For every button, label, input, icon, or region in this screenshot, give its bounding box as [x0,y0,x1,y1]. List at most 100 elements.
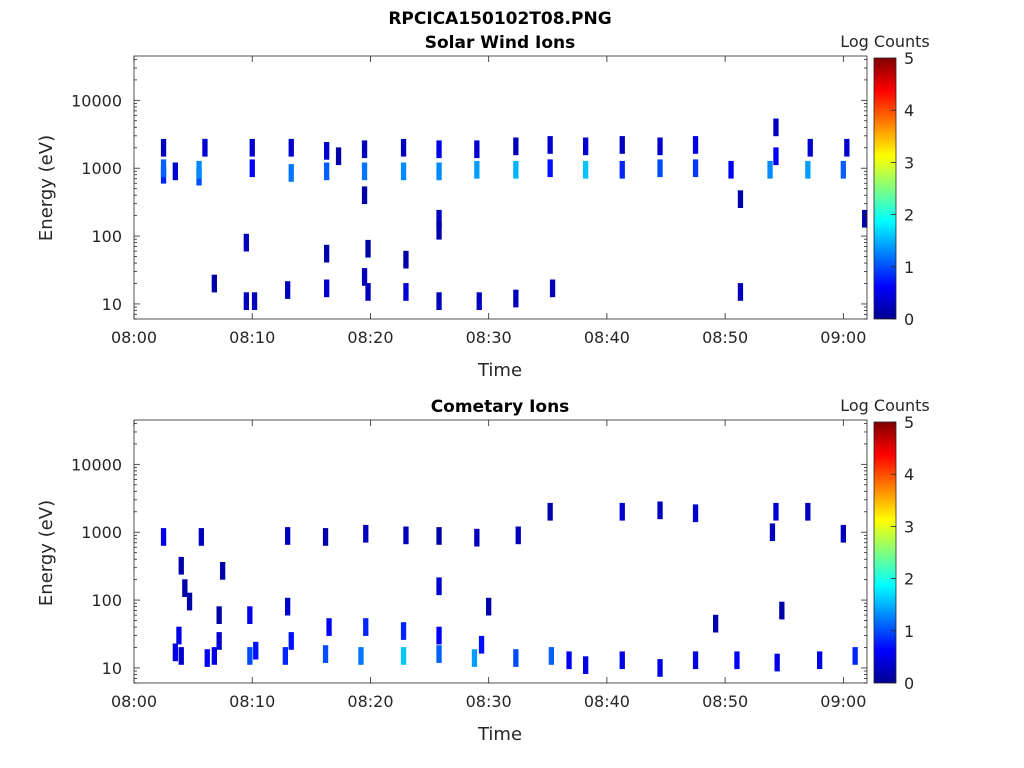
spectrogram-cell [773,147,779,166]
spectrogram-cell [547,502,553,521]
panel-title: Cometary Ions [431,397,570,417]
colorbar-tick-label: 1 [904,622,914,641]
spectrogram-cell [220,562,226,580]
axes-box [133,419,868,684]
plot-area [134,56,867,319]
spectrogram-cell [202,138,208,157]
spectrogram-cell [474,160,480,179]
x-tick-label: 08:20 [347,328,393,347]
panel-cometary-ions: Cometary Ions 08:00 08:10 08:20 08:30 08:40 0… [36,396,930,745]
spectrogram-cell [361,268,368,286]
colorbar-tick-label: 5 [904,49,914,68]
spectrogram-cell [779,601,785,620]
spectrogram-cell [692,504,699,523]
spectrogram-cell [728,160,734,179]
colorbar-tick-label: 4 [904,101,914,120]
panel-title: Solar Wind Ions [425,33,576,53]
spectrogram-cell [583,160,589,179]
spectrogram-cell [216,632,222,650]
x-tick-label: 08:20 [347,692,393,711]
spectrogram-cell [243,292,249,310]
spectrogram-cell [176,626,182,645]
spectrogram-cell [840,524,846,543]
x-tick-label: 09:00 [820,692,866,711]
colorbar-ticks: 0 1 2 3 4 5 [891,49,914,329]
spectrogram-cell [474,528,480,547]
colorbar-tick-label: 0 [904,310,914,329]
spectrogram-cell [324,279,330,298]
spectrogram-cell [583,656,589,674]
spectrogram-cell [288,632,294,650]
panel-solar-wind-ions: Solar Wind Ions 08:00 08:10 08:20 08:30 08:4… [36,32,930,381]
spectrogram-cell [326,618,332,636]
colorbar-tick-label: 1 [904,258,914,277]
spectrogram-cell [515,526,521,545]
spectrogram-cell [403,250,409,269]
colorbar-tick-label: 2 [904,570,914,589]
spectrogram-cell [566,651,572,670]
spectrogram-cell [288,138,294,157]
spectrogram-cell [285,597,291,616]
spectrogram-cell [805,160,811,179]
spectrogram-cell [619,160,625,179]
spectrogram-cells [160,118,868,310]
colorbar-tick-label: 3 [904,153,914,172]
spectrogram-cell [216,606,222,624]
spectrogram-cell [322,528,329,546]
spectrogram-cell [513,137,519,156]
spectrogram-cell [436,577,442,596]
spectrogram-cell [196,160,202,179]
spectrogram-cell [436,221,442,240]
spectrogram-cell [243,233,249,252]
y-tick-label: 10 [102,659,122,678]
spectrogram-cell [282,647,288,665]
colorbar-label: Log Counts [840,32,930,51]
spectrogram-cell [773,502,779,521]
spectrogram-cell [513,289,519,308]
x-tick-label: 08:40 [584,692,630,711]
spectrogram-cell [288,164,294,182]
spectrogram-cell [692,651,699,670]
spectrogram-cell [657,501,663,520]
x-axis-label: Time [477,360,522,381]
spectrogram-cell [619,651,625,670]
spectrogram-cell [692,159,699,178]
spectrogram-cell [486,597,492,616]
colorbar-tick-label: 2 [904,206,914,225]
spectrogram-cell [436,292,442,310]
colorbar [873,421,897,684]
spectrogram-cell [852,647,858,665]
y-tick-label: 100 [91,227,122,246]
colorbar-tick-label: 4 [904,465,914,484]
colorbar [873,57,897,320]
x-tick-label: 08:00 [111,328,157,347]
spectrogram-cell [817,651,823,670]
x-axis-label: Time [477,724,522,745]
spectrogram-cell [211,274,217,293]
spectrogram-cell [251,292,258,310]
spectrogram-cell [471,649,478,667]
spectrogram-cell [549,279,556,298]
colorbar-tick-label: 0 [904,674,914,693]
spectrogram-cell [807,138,813,157]
spectrogram-cell [324,162,330,181]
spectrogram-cell [619,502,625,521]
axes-box [133,55,868,320]
spectrogram-cell [769,523,776,542]
x-tick-label: 08:00 [111,692,157,711]
spectrogram-cell [253,641,259,660]
x-tick-label: 09:00 [820,328,866,347]
spectrogram-cell [361,186,368,205]
spectrogram-cell [737,190,744,208]
spectrogram-cell [178,647,184,665]
spectrogram-cell [172,162,178,181]
spectrogram-cell [358,647,364,665]
y-tick-label: 10000 [71,91,122,110]
spectrogram-cell [436,626,442,645]
x-tick-label: 08:30 [466,328,512,347]
spectrogram-cell [211,647,217,665]
y-axis-label: Energy (eV) [36,500,57,606]
spectrogram-cell [249,138,255,157]
spectrogram-cell [247,606,253,624]
